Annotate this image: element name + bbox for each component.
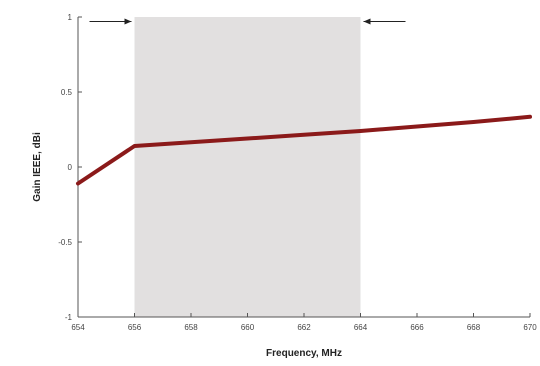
gain-data-point	[76, 181, 80, 186]
gain-data-point	[189, 140, 193, 144]
gain-data-point	[245, 136, 250, 141]
series-layer	[76, 114, 532, 186]
arrow-head	[363, 18, 371, 25]
gain-data-point	[528, 115, 532, 119]
y-tick-label: -0.5	[58, 238, 72, 247]
gain-data-point	[132, 144, 137, 148]
x-tick-label: 656	[128, 323, 142, 332]
y-tick-label: 0	[68, 163, 73, 172]
x-axis-title: Frequency, MHz	[266, 348, 342, 359]
left-arrow-icon	[363, 18, 406, 25]
y-tick-label: -1	[65, 313, 73, 322]
highlight-band	[134, 17, 361, 317]
x-tick-label: 660	[241, 323, 255, 332]
x-tick-label: 670	[523, 323, 537, 332]
arrow-head	[124, 18, 132, 25]
y-axis-title: Gain IEEE, dBi	[32, 132, 43, 202]
arrow-layer	[89, 18, 406, 25]
y-tick-label: 0.5	[61, 88, 73, 97]
x-tick-label: 654	[71, 323, 85, 332]
x-tick-label: 662	[297, 323, 311, 332]
x-tick-label: 664	[354, 323, 368, 332]
gain-data-point	[358, 129, 363, 133]
gain-data-point	[415, 124, 419, 129]
y-tick-label: 1	[68, 13, 73, 22]
gain-data-point	[302, 133, 306, 137]
x-tick-label: 666	[410, 323, 424, 332]
x-tick-label: 668	[467, 323, 481, 332]
x-tick-label: 658	[184, 323, 198, 332]
right-arrow-icon	[89, 18, 132, 25]
highlight-band-layer	[134, 17, 361, 317]
gain-data-point	[471, 120, 476, 124]
